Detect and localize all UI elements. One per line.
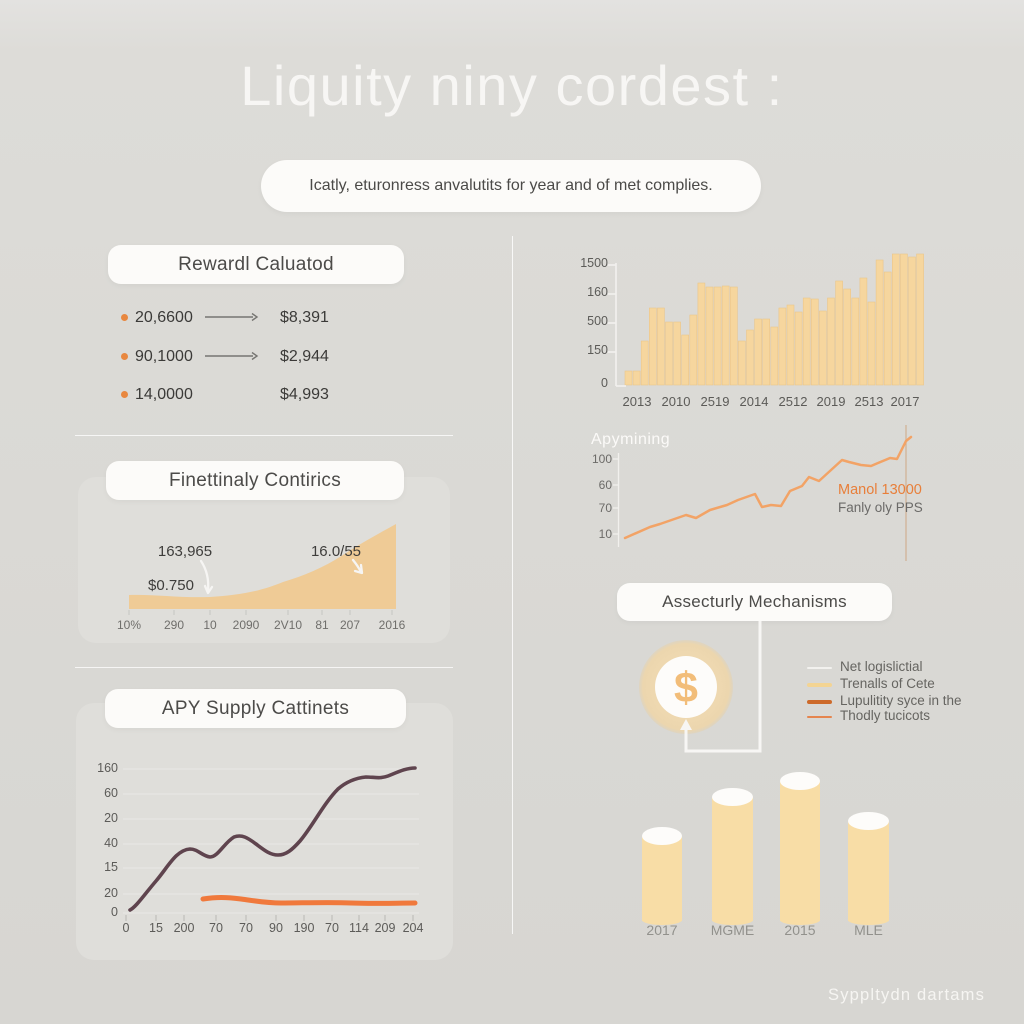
svg-text:$: $ [674,664,698,712]
